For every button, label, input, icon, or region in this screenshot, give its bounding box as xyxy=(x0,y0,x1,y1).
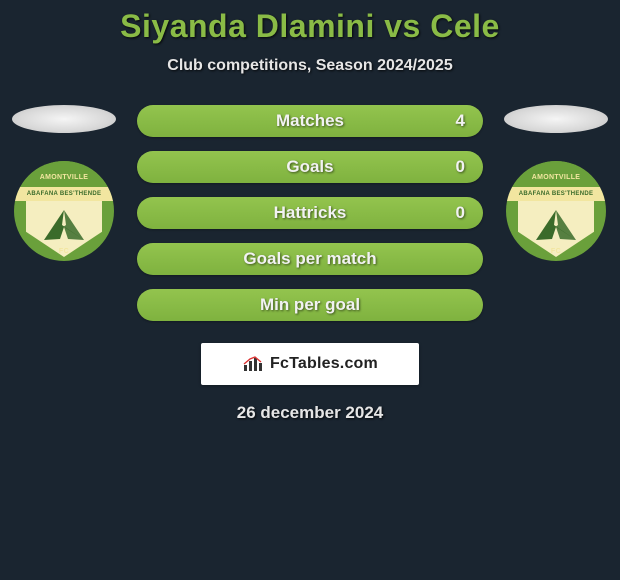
stat-bar-goals: Goals 0 xyxy=(137,151,483,183)
date-text: 26 december 2024 xyxy=(201,403,419,423)
comparison-title: Siyanda Dlamini vs Cele xyxy=(0,8,620,45)
badge-band: ABAFANA BES'THENDE xyxy=(14,187,114,201)
stat-label: Min per goal xyxy=(260,295,360,315)
player-right-avatar xyxy=(504,105,608,133)
bar-chart-icon xyxy=(242,355,264,373)
main-row: AMONTVILLE ABAFANA BES'THENDE FC Matche xyxy=(0,105,620,321)
badge-band-label: ABAFANA BES'THENDE xyxy=(519,191,594,197)
badge-top-text: AMONTVILLE xyxy=(506,161,606,187)
badge-arrows-icon xyxy=(34,205,94,245)
stat-bar-matches: Matches 4 xyxy=(137,105,483,137)
stat-label: Matches xyxy=(276,111,344,131)
badge-circle: AMONTVILLE ABAFANA BES'THENDE FC xyxy=(14,161,114,261)
badge-top-text: AMONTVILLE xyxy=(14,161,114,187)
stat-bar-hattricks: Hattricks 0 xyxy=(137,197,483,229)
badge-fc-text: FC xyxy=(551,248,561,255)
stat-value-right: 0 xyxy=(456,203,465,223)
stat-label: Hattricks xyxy=(274,203,347,223)
stats-column: Matches 4 Goals 0 Hattricks 0 Goals per … xyxy=(137,105,483,321)
widget-root: Siyanda Dlamini vs Cele Club competition… xyxy=(0,0,620,423)
badge-top-label: AMONTVILLE xyxy=(40,174,89,181)
badge-fc-text: FC xyxy=(59,248,69,255)
badge-band: ABAFANA BES'THENDE xyxy=(506,187,606,201)
badge-arrows-icon xyxy=(526,205,586,245)
stat-value-right: 4 xyxy=(456,111,465,131)
season-subtitle: Club competitions, Season 2024/2025 xyxy=(0,57,620,75)
player-right-column: AMONTVILLE ABAFANA BES'THENDE FC xyxy=(501,105,611,277)
player-left-column: AMONTVILLE ABAFANA BES'THENDE FC xyxy=(9,105,119,277)
fctables-logo[interactable]: FcTables.com xyxy=(201,343,419,385)
stat-label: Goals per match xyxy=(243,249,376,269)
badge-band-label: ABAFANA BES'THENDE xyxy=(27,191,102,197)
stat-value-right: 0 xyxy=(456,157,465,177)
stat-bar-min-per-goal: Min per goal xyxy=(137,289,483,321)
footer-block: FcTables.com 26 december 2024 xyxy=(201,343,419,423)
badge-circle: AMONTVILLE ABAFANA BES'THENDE FC xyxy=(506,161,606,261)
stat-label: Goals xyxy=(286,157,333,177)
player-right-club-badge: AMONTVILLE ABAFANA BES'THENDE FC xyxy=(506,161,606,277)
logo-text: FcTables.com xyxy=(270,355,378,373)
player-left-club-badge: AMONTVILLE ABAFANA BES'THENDE FC xyxy=(14,161,114,277)
player-left-avatar xyxy=(12,105,116,133)
badge-top-label: AMONTVILLE xyxy=(532,174,581,181)
stat-bar-goals-per-match: Goals per match xyxy=(137,243,483,275)
